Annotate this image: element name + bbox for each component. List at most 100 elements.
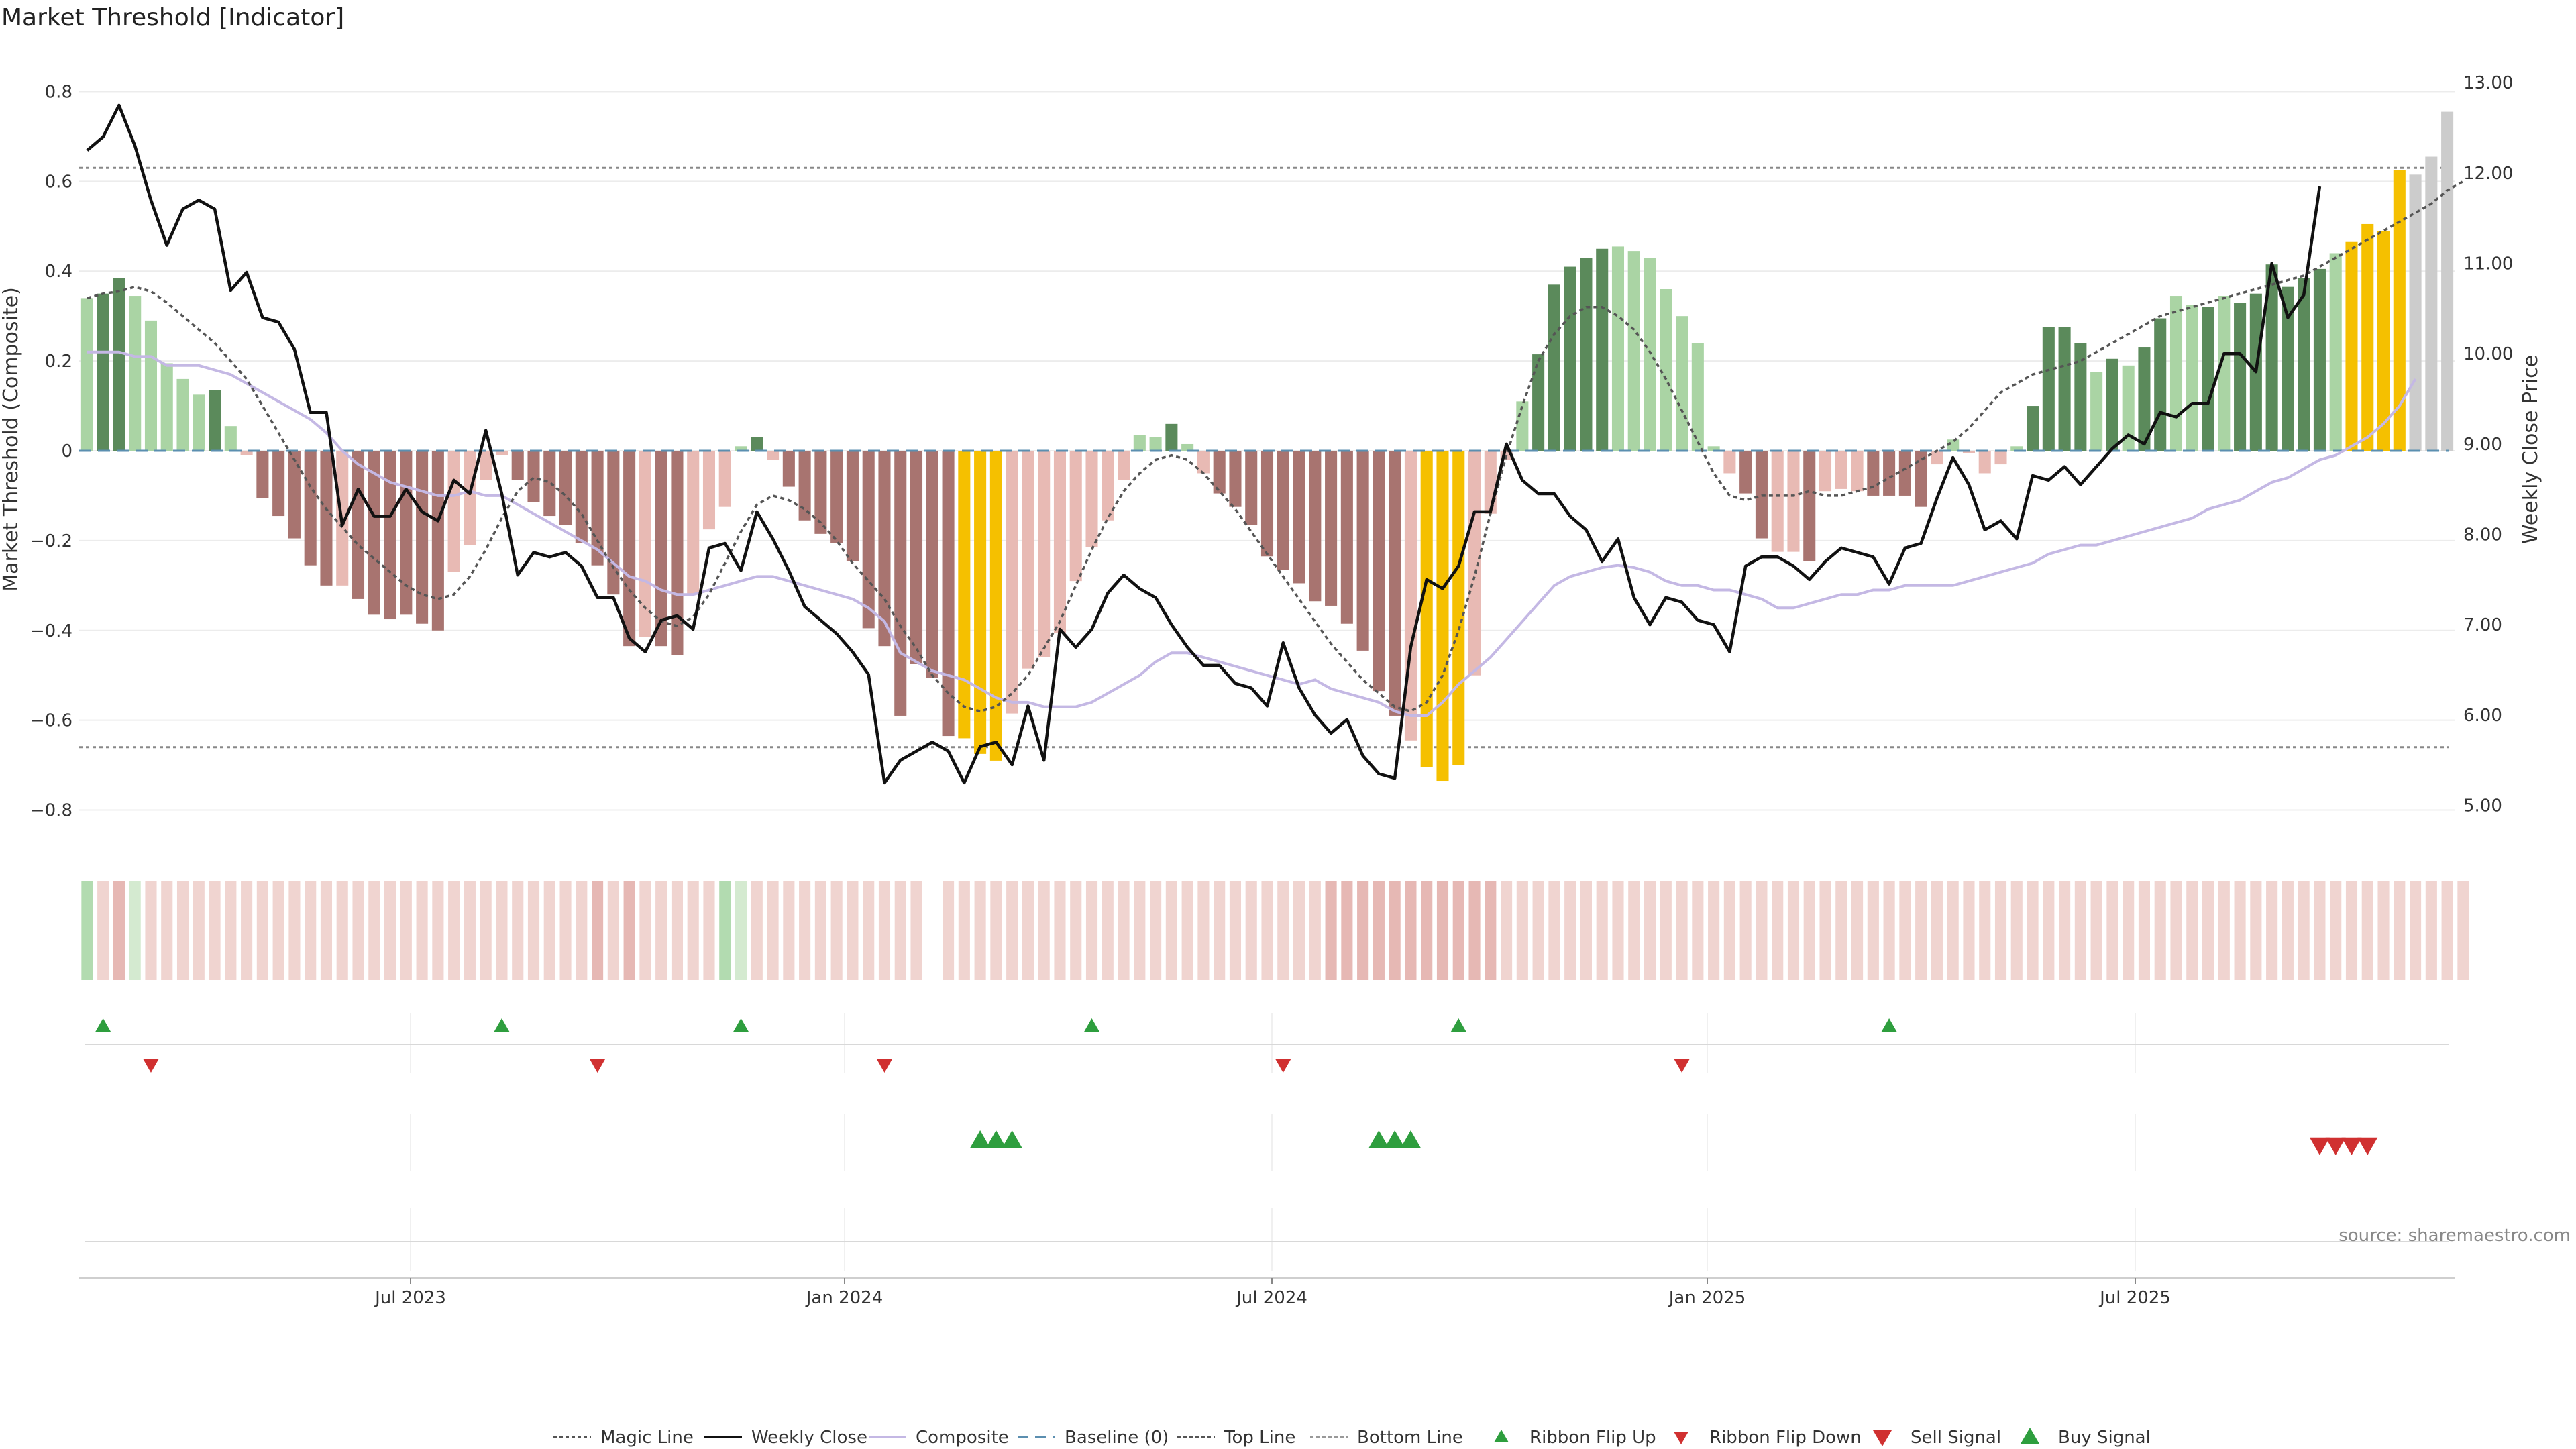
ribbon-cell [1277,881,1289,980]
x-tick-label: Jul 2024 [1235,1288,1307,1308]
composite-bar [989,451,1002,761]
chart-title: Market Threshold [Indicator] [1,4,344,32]
composite-bar [1468,451,1481,676]
ribbon-cell [783,881,795,980]
legend: Magic Line Weekly Close Composite Baseline … [553,1428,2151,1448]
composite-bar [1835,451,1847,489]
composite-bar [1707,446,1720,451]
composite-bar [942,451,955,737]
composite-bar [1627,251,1640,451]
ribbon-cell [559,881,572,980]
composite-bar [1404,451,1417,741]
composite-bar [447,451,460,572]
composite-bar [2074,343,2087,451]
buy-signal-marker [970,1130,991,1148]
ribbon-cell [2059,881,2071,980]
right-tick-label: 7.00 [2463,615,2502,635]
right-tick-label: 8.00 [2463,525,2502,545]
ribbon-cell [320,881,333,980]
ribbon-cell [1325,881,1337,980]
composite-bar [1564,266,1576,451]
composite-bar [2010,446,2023,451]
ribbon-cell [1245,881,1257,980]
ribbon-cell [1309,881,1321,980]
ribbon-cell [1787,881,1800,980]
ribbon-cell [1373,881,1385,980]
left-tick-label: −0.2 [30,531,72,551]
ribbon-cell [1692,881,1704,980]
left-tick-label: 0.4 [45,262,72,282]
composite-bar [1356,451,1369,651]
ribbon-cell [352,881,364,980]
x-axis: Jul 2023 Jan 2024 Jul 2024 Jan 2025 Jul 2025 [79,1277,2455,1308]
magic-line [87,180,2464,713]
sell-signal-marker [2357,1137,2378,1155]
ribbon-cell [336,881,348,980]
composite-bar [400,451,413,615]
ribbon-cell [576,881,588,980]
legend-label: Ribbon Flip Up [1529,1428,1656,1448]
composite-bar [1962,451,1975,453]
composite-bar [926,451,938,678]
composite-bar [702,451,716,530]
ribbon-cell [432,881,444,980]
ribbon-cell [2298,881,2310,980]
ribbon-cell [512,881,524,980]
ribbon-cell [2154,881,2166,980]
composite-bar [2106,358,2118,451]
composite-bar [1771,451,1784,552]
right-axis-label: Weekly Close Price [2519,355,2542,544]
ribbon-cell [1389,881,1401,980]
ribbon-cell [1612,881,1624,980]
composite-bar [1245,451,1258,525]
ribbon-cell [1229,881,1242,980]
ribbon-flip-up-marker [1083,1018,1100,1032]
ribbon-cell [448,881,460,980]
ribbon-cell [1468,881,1481,980]
ribbon-cell [1580,881,1592,980]
composite-bar [527,451,540,502]
ribbon-cell [113,881,125,980]
ribbon-cell [639,881,651,980]
legend-swatch [1873,1430,1892,1446]
ribbon-cell [2234,881,2246,980]
composite-bar [304,451,317,566]
composite-bar [1660,289,1672,451]
ribbon-cell [735,881,747,980]
ribbon-cell [719,881,731,980]
composite-bar [240,451,253,455]
composite-bar [974,451,987,754]
ribbon-cell [256,881,268,980]
ribbon-cell [1085,881,1098,980]
legend-label: Ribbon Flip Down [1709,1428,1862,1448]
ribbon-cell [910,881,922,980]
sell-signal-marker [2325,1137,2346,1155]
ribbon-cell [1708,881,1720,980]
ribbon-cell [2090,881,2102,980]
ribbon-cell [592,881,604,980]
composite-bar [2202,307,2214,451]
ribbon-cell [1293,881,1305,980]
composite-bar [1452,451,1465,765]
ribbon-cell [2282,881,2294,980]
ribbon-cell [2457,881,2469,980]
ribbon-cell [894,881,906,980]
ribbon-cell [480,881,492,980]
composite-bar [1739,451,1752,494]
composite-bar [1532,354,1545,451]
composite-bar [160,363,173,451]
ribbon-cell [1835,881,1847,980]
composite-bar [1420,451,1433,767]
composite-bar [224,426,237,451]
composite-bar [1325,451,1338,606]
ribbon-strip [81,881,2469,980]
ribbon-cell [1165,881,1177,980]
ribbon-cell [1070,881,1082,980]
legend-label: Magic Line [600,1428,694,1448]
composite-bar [1436,451,1449,782]
composite-bar [814,451,827,534]
ribbon-flip-up-marker [1881,1018,1898,1032]
composite-bar [846,451,859,561]
ribbon-flip-up-marker [733,1018,749,1032]
composite-bar [910,451,923,664]
